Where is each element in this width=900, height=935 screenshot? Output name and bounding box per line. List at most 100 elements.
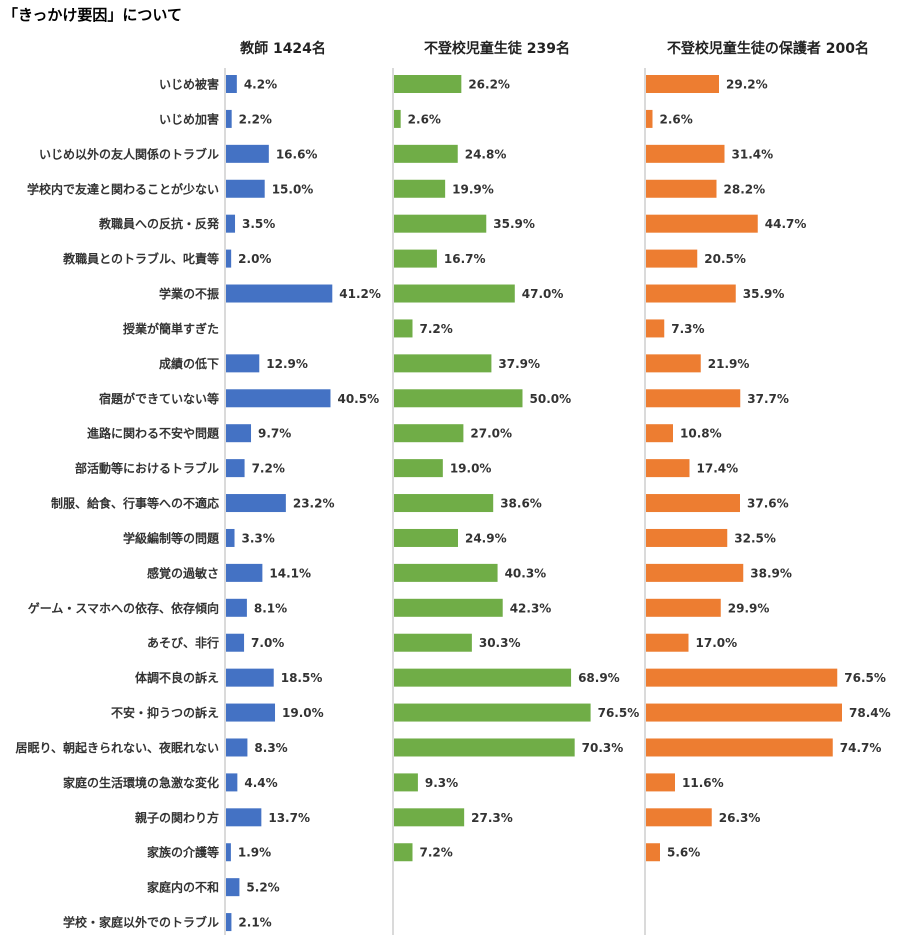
category-label: 家族の介護等	[147, 845, 219, 860]
value-label-series-3: 2.6%	[660, 112, 693, 126]
bar-series-3	[646, 808, 712, 827]
bar-series-2	[394, 738, 575, 757]
bar-series-2	[394, 843, 413, 862]
bar-series-1	[226, 144, 269, 163]
value-label-series-3: 17.0%	[696, 636, 738, 650]
bar-series-3	[646, 354, 701, 373]
value-label-series-2: 27.0%	[470, 427, 512, 441]
value-label-series-3: 29.2%	[726, 78, 768, 92]
value-label-series-3: 78.4%	[849, 706, 891, 720]
bar-series-2	[394, 75, 462, 93]
value-label-series-1: 23.2%	[293, 497, 335, 511]
value-label-series-2: 68.9%	[578, 671, 620, 685]
value-label-series-2: 37.9%	[498, 357, 540, 371]
bar-series-2	[394, 528, 458, 547]
bar-series-3	[646, 249, 698, 268]
category-label: 学校・家庭以外でのトラブル	[63, 915, 219, 930]
value-label-series-3: 7.3%	[671, 322, 704, 336]
bar-series-3	[646, 528, 728, 547]
value-label-series-3: 20.5%	[704, 252, 746, 266]
bar-series-3	[646, 179, 717, 198]
bar-series-3	[646, 144, 725, 163]
value-label-series-1: 7.2%	[252, 462, 285, 476]
value-label-series-2: 19.0%	[450, 462, 492, 476]
bar-series-3	[646, 75, 719, 93]
bar-series-3	[646, 563, 744, 582]
bar-series-2	[394, 494, 494, 513]
category-label: 授業が簡単すぎた	[123, 321, 219, 336]
category-label: 教職員への反抗・反発	[98, 216, 220, 231]
category-label: いじめ以外の友人関係のトラブル	[39, 146, 219, 161]
bar-series-3	[646, 424, 673, 443]
bar-series-1	[226, 598, 247, 617]
category-label: 成績の低下	[159, 356, 219, 371]
category-label: 感覚の過敏さ	[147, 565, 219, 580]
category-label: 不安・抑うつの訴え	[111, 705, 219, 720]
value-label-series-1: 1.9%	[238, 846, 271, 860]
category-label: 体調不良の訴え	[135, 670, 219, 685]
bar-series-2	[394, 773, 418, 792]
bar-series-1	[226, 808, 262, 827]
value-label-series-3: 11.6%	[682, 776, 724, 790]
bar-series-3	[646, 284, 736, 303]
value-label-series-2: 38.6%	[500, 497, 542, 511]
bar-series-2	[394, 354, 492, 373]
bar-series-2	[394, 808, 465, 827]
bar-series-3	[646, 319, 665, 338]
value-label-series-2: 9.3%	[425, 776, 458, 790]
value-label-series-1: 2.2%	[239, 112, 272, 126]
bar-series-2	[394, 109, 401, 128]
bar-series-1	[226, 773, 238, 792]
value-label-series-2: 70.3%	[582, 741, 624, 755]
value-label-series-1: 2.1%	[238, 916, 271, 930]
bar-series-2	[394, 459, 443, 478]
category-label: 宿題ができていない等	[99, 391, 219, 406]
value-label-series-3: 21.9%	[708, 357, 750, 371]
bar-series-1	[226, 878, 240, 897]
value-label-series-1: 3.5%	[242, 217, 275, 231]
category-label: 学級編制等の問題	[123, 530, 220, 545]
bar-series-2	[394, 598, 503, 617]
value-label-series-2: 35.9%	[493, 217, 535, 231]
value-label-series-3: 26.3%	[719, 811, 761, 825]
bar-series-1	[226, 843, 231, 862]
value-label-series-3: 76.5%	[844, 671, 886, 685]
value-label-series-1: 4.2%	[244, 78, 277, 92]
value-label-series-3: 29.9%	[728, 601, 770, 615]
value-label-series-2: 7.2%	[420, 322, 453, 336]
category-label: 学業の不振	[159, 286, 219, 301]
bar-series-1	[226, 913, 232, 932]
bar-series-1	[226, 354, 260, 373]
category-label: いじめ加害	[159, 111, 219, 126]
value-label-series-3: 5.6%	[667, 846, 700, 860]
bar-series-3	[646, 738, 833, 757]
bar-series-2	[394, 249, 437, 268]
bar-series-2	[394, 668, 572, 687]
bar-series-3	[646, 494, 740, 513]
bar-series-2	[394, 389, 523, 408]
bar-series-1	[226, 75, 237, 93]
bar-series-2	[394, 563, 498, 582]
bar-series-3	[646, 668, 838, 687]
value-label-series-1: 16.6%	[276, 147, 318, 161]
value-label-series-3: 17.4%	[697, 462, 739, 476]
value-label-series-2: 27.3%	[471, 811, 513, 825]
value-label-series-1: 4.4%	[244, 776, 277, 790]
value-label-series-1: 12.9%	[266, 357, 308, 371]
value-label-series-1: 2.0%	[238, 252, 271, 266]
category-label: 親子の関わり方	[135, 810, 219, 825]
bar-series-1	[226, 633, 245, 652]
bar-series-1	[226, 738, 248, 757]
bar-series-1	[226, 528, 235, 547]
value-label-series-2: 24.8%	[465, 147, 507, 161]
value-label-series-3: 35.9%	[743, 287, 785, 301]
bar-series-3	[646, 633, 689, 652]
bar-series-1	[226, 668, 274, 687]
category-label: いじめ被害	[159, 77, 219, 92]
value-label-series-1: 18.5%	[281, 671, 323, 685]
bar-series-1	[226, 459, 245, 478]
bar-series-3	[646, 459, 690, 478]
value-label-series-2: 24.9%	[465, 531, 507, 545]
category-label: 居眠り、朝起きられない、夜眠れない	[15, 740, 219, 755]
